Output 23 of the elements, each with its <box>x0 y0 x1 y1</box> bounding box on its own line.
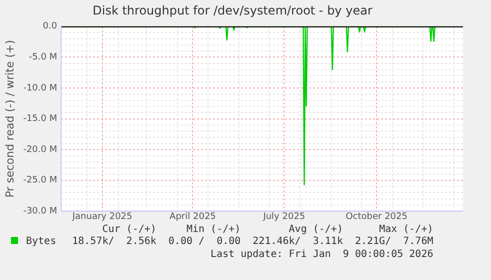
text: 0.00 / 0.00 <box>167 235 242 248</box>
y-tick-label: 0.0 <box>42 22 58 32</box>
y-tick-label: -10.0 M <box>23 83 58 94</box>
text: Max (-/+) <box>378 224 434 235</box>
x-tick-label: October 2025 <box>346 212 408 222</box>
text: 2.21G/ 7.76M <box>354 235 434 248</box>
y-tick-label: -5.0 M <box>28 52 58 63</box>
y-tick-label: -15.0 M <box>23 114 58 124</box>
x-tick-label: January 2025 <box>71 212 132 222</box>
text: Cur (-/+) <box>101 224 158 235</box>
text: 221.46k/ 3.11k <box>252 235 344 248</box>
y-axis-title: Pr second read (-) / write (+) <box>3 40 16 198</box>
x-tick-label: April 2025 <box>170 212 216 222</box>
x-tick-label: July 2025 <box>262 212 306 222</box>
y-tick-label: -30.0 M <box>23 206 58 217</box>
chart-title: Disk throughput for /dev/system/root - by year <box>92 3 372 18</box>
text: Last update: Fri Jan 9 00:00:05 2026 <box>209 248 434 260</box>
legend-label: Bytes <box>26 236 56 247</box>
text: Avg (-/+) <box>288 224 344 235</box>
y-tick-label: -25.0 M <box>23 176 58 186</box>
text: 18.57k/ 2.56k <box>71 235 158 248</box>
text: Min (-/+) <box>185 224 242 235</box>
y-tick-label: -20.0 M <box>23 144 58 155</box>
